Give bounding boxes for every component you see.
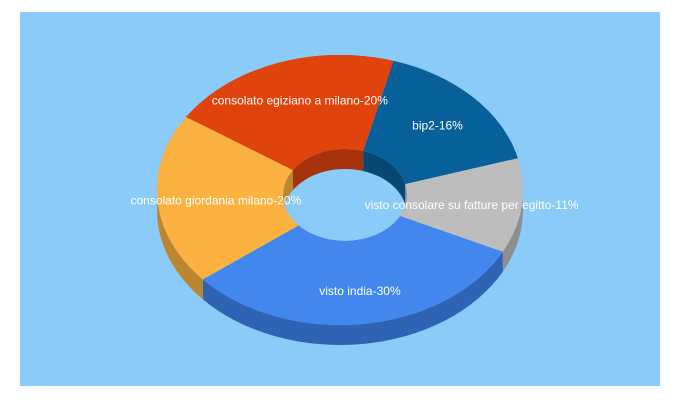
slice <box>400 158 523 252</box>
slice-outer-side <box>202 251 503 345</box>
slice-inner-side <box>363 151 406 205</box>
data-label: visto india-30% <box>319 284 401 298</box>
data-label: consolato giordania milano-20% <box>130 194 301 208</box>
slice <box>156 116 299 280</box>
slice <box>202 216 503 325</box>
data-label: visto consolare su fatture per egitto-11… <box>365 198 579 212</box>
data-label: consolato egiziano a milano-20% <box>212 94 388 108</box>
slice <box>363 60 518 185</box>
slice-outer-side <box>502 158 523 272</box>
slice <box>186 55 394 171</box>
data-label: bip2-16% <box>412 119 463 133</box>
slice-inner-side <box>292 148 364 191</box>
